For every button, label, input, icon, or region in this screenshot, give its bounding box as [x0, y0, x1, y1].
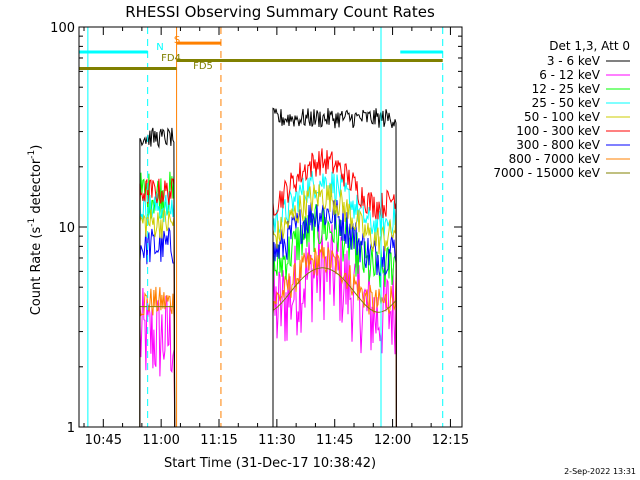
series-line [139, 286, 176, 428]
y-axis-label-sup1: -1 [27, 218, 37, 227]
flag-label: S [174, 35, 180, 46]
series-line [272, 107, 397, 428]
flag-label: N [156, 42, 163, 53]
y-tick-label: 1 [67, 421, 75, 436]
x-tick-label: 11:15 [200, 433, 237, 448]
y-axis-label-main: Count Rate (s [29, 227, 44, 316]
x-tick-label: 11:30 [258, 433, 295, 448]
legend-entry-label: 800 - 7000 keV [509, 152, 601, 166]
axes-layer: 10:45 11:00 11:15 11:30 11:45 12:00 12:15 1 10 10… [50, 21, 469, 448]
legend-title: Det 1,3, Att 0 [549, 39, 630, 53]
legend-entry-label: 300 - 800 keV [516, 138, 600, 152]
legend-entry-label: 50 - 100 keV [524, 110, 601, 124]
series-line [272, 224, 397, 428]
x-tick-label: 12:15 [432, 433, 469, 448]
plot-frame [78, 26, 463, 428]
y-axis-label-sup2: -1 [27, 150, 37, 159]
x-tick-label: 11:00 [142, 433, 179, 448]
footer-date: 2-Sep-2022 13:31 [564, 467, 636, 476]
y-axis-label: Count Rate (s-1 detector-1) [27, 145, 44, 316]
series-line [139, 306, 176, 428]
chart-title: RHESSI Observing Summary Count Rates [125, 3, 435, 21]
y-tick-label: 10 [58, 221, 75, 236]
flag-layer: NS FD4 FD5 [79, 27, 444, 427]
x-tick-label: 12:00 [374, 433, 411, 448]
flag-label: FD5 [193, 61, 213, 72]
y-tick-label: 100 [50, 21, 75, 36]
series-line [272, 148, 397, 428]
x-tick-label: 10:45 [85, 433, 122, 448]
series-line [272, 267, 397, 428]
legend-entry-label: 100 - 300 keV [516, 124, 600, 138]
series-layer [139, 107, 397, 428]
legend-entry-label: 3 - 6 keV [547, 54, 601, 68]
series-line [272, 245, 397, 428]
legend-entry-label: 12 - 25 keV [532, 82, 601, 96]
series-line [139, 207, 176, 428]
series-line [139, 227, 176, 428]
legend-entry-label: 6 - 12 keV [539, 68, 601, 82]
series-line [272, 200, 397, 428]
series-line [139, 127, 176, 428]
series-line [272, 171, 397, 428]
series-line [272, 183, 397, 428]
x-tick-label: 11:45 [316, 433, 353, 448]
flag-label: FD4 [161, 53, 181, 64]
legend-entry-label: 25 - 50 keV [532, 96, 601, 110]
y-axis-label-end: ) [29, 145, 44, 150]
legend-entry-label: 7000 - 15000 keV [493, 166, 600, 180]
series-line [139, 178, 176, 428]
x-axis-label: Start Time (31-Dec-17 10:38:42) [164, 456, 376, 471]
y-axis-label-mid: detector [29, 158, 44, 218]
